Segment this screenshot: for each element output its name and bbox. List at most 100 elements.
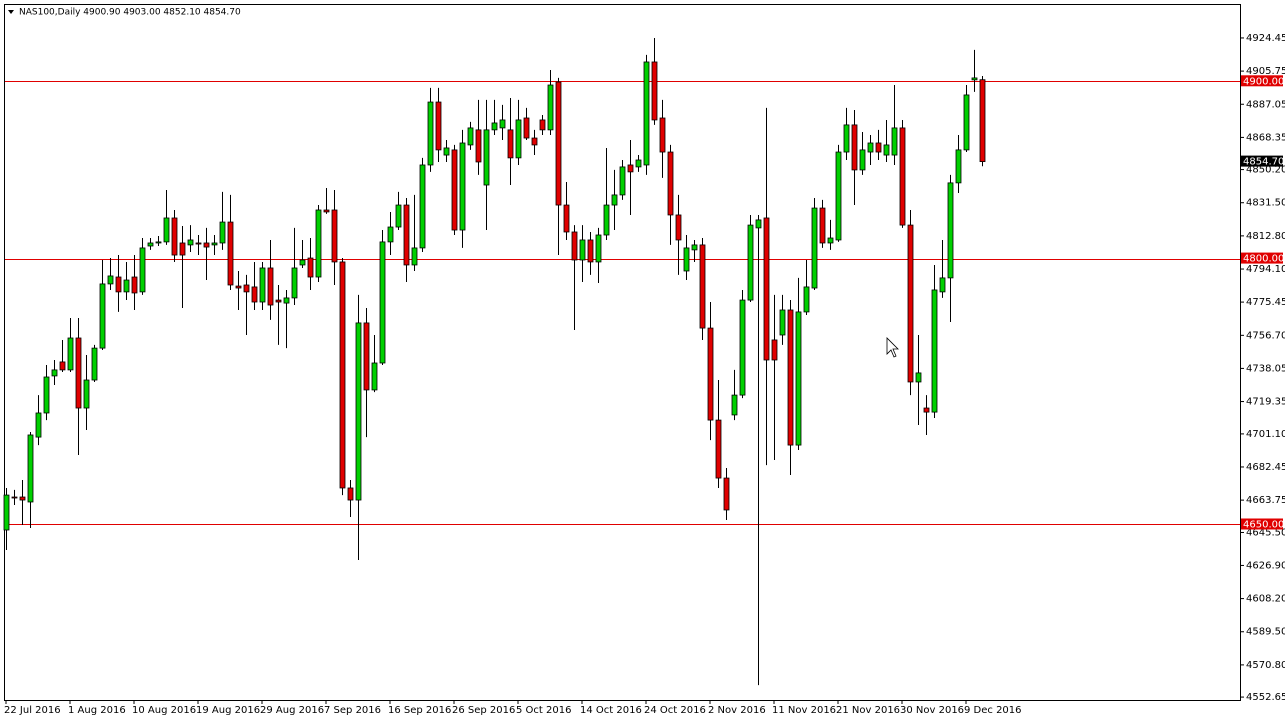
x-tick-label: 1 Aug 2016 <box>68 705 126 716</box>
candle-body <box>819 207 826 244</box>
y-tick-label: 4589.50 <box>1246 627 1285 638</box>
candle-body <box>227 221 234 286</box>
candle-body <box>635 159 642 168</box>
candle-body <box>939 277 946 293</box>
candle-body <box>195 242 202 245</box>
candle-body <box>843 124 850 153</box>
candle-body <box>803 286 810 313</box>
candle-body <box>107 275 114 285</box>
y-tick-label: 4756.70 <box>1246 330 1285 341</box>
candle-body <box>963 94 970 151</box>
candle-body <box>403 204 410 266</box>
chart-title: NAS100,Daily 4900.90 4903.00 4852.10 485… <box>19 8 241 18</box>
candle-body <box>643 61 650 166</box>
candle-body <box>379 241 386 364</box>
candle-body <box>675 214 682 241</box>
candle-body <box>187 239 194 246</box>
candle-body <box>611 194 618 206</box>
y-tick-label: 4552.65 <box>1246 692 1285 703</box>
candle-body <box>67 337 74 371</box>
candle-body <box>315 209 322 278</box>
current-price-box <box>1241 155 1283 167</box>
candle-body <box>691 244 698 251</box>
y-tick-label: 4924.45 <box>1246 33 1285 44</box>
candle-body <box>763 217 770 361</box>
x-tick-label: 30 Nov 2016 <box>900 705 964 716</box>
candle-body <box>731 394 738 416</box>
candle-body <box>595 234 602 263</box>
level-label-box <box>1241 518 1283 530</box>
candle-body <box>251 286 258 303</box>
candle-body <box>35 412 42 438</box>
candle-body <box>219 221 226 244</box>
y-tick-label: 4663.75 <box>1246 495 1285 506</box>
candle-body <box>587 239 594 263</box>
candle-body <box>123 279 130 293</box>
x-tick-label: 29 Aug 2016 <box>260 705 324 716</box>
candle-body <box>523 117 530 139</box>
candle-body <box>659 117 666 153</box>
candle-body <box>27 434 34 503</box>
candle-body <box>395 204 402 228</box>
candle-body <box>539 119 546 131</box>
candle-body <box>59 361 66 371</box>
candle-body <box>363 322 370 391</box>
current-price-label: 4854.70 <box>1243 157 1284 168</box>
y-tick-label: 4831.50 <box>1246 198 1285 209</box>
x-tick-label: 9 Dec 2016 <box>964 705 1022 716</box>
candle-body <box>811 207 818 289</box>
candle-body <box>83 379 90 409</box>
candle-body <box>699 244 706 329</box>
candle-body <box>483 129 490 186</box>
candle-body <box>331 209 338 263</box>
candle-body <box>387 226 394 243</box>
x-tick-label: 7 Sep 2016 <box>324 705 381 716</box>
x-tick-label: 26 Sep 2016 <box>452 705 515 716</box>
y-tick-label: 4738.05 <box>1246 363 1285 374</box>
candle-body <box>99 283 106 349</box>
candle-body <box>971 77 978 81</box>
y-tick-label: 4905.75 <box>1246 66 1285 77</box>
level-label: 4800.00 <box>1243 254 1284 265</box>
candle-body <box>619 166 626 196</box>
candle-body <box>571 231 578 261</box>
candle-body <box>931 289 938 413</box>
candle-body <box>771 339 778 361</box>
candle-body <box>715 419 722 479</box>
candle-body <box>163 217 170 243</box>
level-label-box <box>1241 75 1283 87</box>
candle-body <box>243 284 250 293</box>
candle-body <box>603 204 610 236</box>
candle-body <box>355 322 362 501</box>
x-tick-label: 24 Oct 2016 <box>644 705 706 716</box>
candle-body <box>443 147 450 156</box>
y-tick-label: 4812.80 <box>1246 231 1285 242</box>
candle-body <box>899 127 906 226</box>
candle-body <box>235 285 242 289</box>
candle-body <box>43 376 50 414</box>
candle-body <box>467 127 474 146</box>
candle-body <box>779 309 786 336</box>
x-tick-label: 10 Aug 2016 <box>132 705 196 716</box>
candle-body <box>851 124 858 171</box>
x-tick-label: 11 Nov 2016 <box>772 705 836 716</box>
candle-body <box>299 259 306 266</box>
y-tick-label: 4887.05 <box>1246 99 1285 110</box>
candle-body <box>563 204 570 233</box>
candle-body <box>835 151 842 241</box>
candle-body <box>723 477 730 511</box>
candle-body <box>555 81 562 206</box>
candle-body <box>267 267 274 306</box>
candle-body <box>115 276 122 293</box>
candle-body <box>179 242 186 256</box>
candle-body <box>747 224 754 301</box>
candle-body <box>75 337 82 409</box>
candle-body <box>883 144 890 156</box>
candle-body <box>155 241 162 244</box>
y-tick-label: 4570.80 <box>1246 660 1285 671</box>
candle-body <box>627 164 634 173</box>
plot-frame <box>4 4 1241 701</box>
menu-arrow[interactable] <box>8 10 14 14</box>
candle-body <box>275 299 282 303</box>
